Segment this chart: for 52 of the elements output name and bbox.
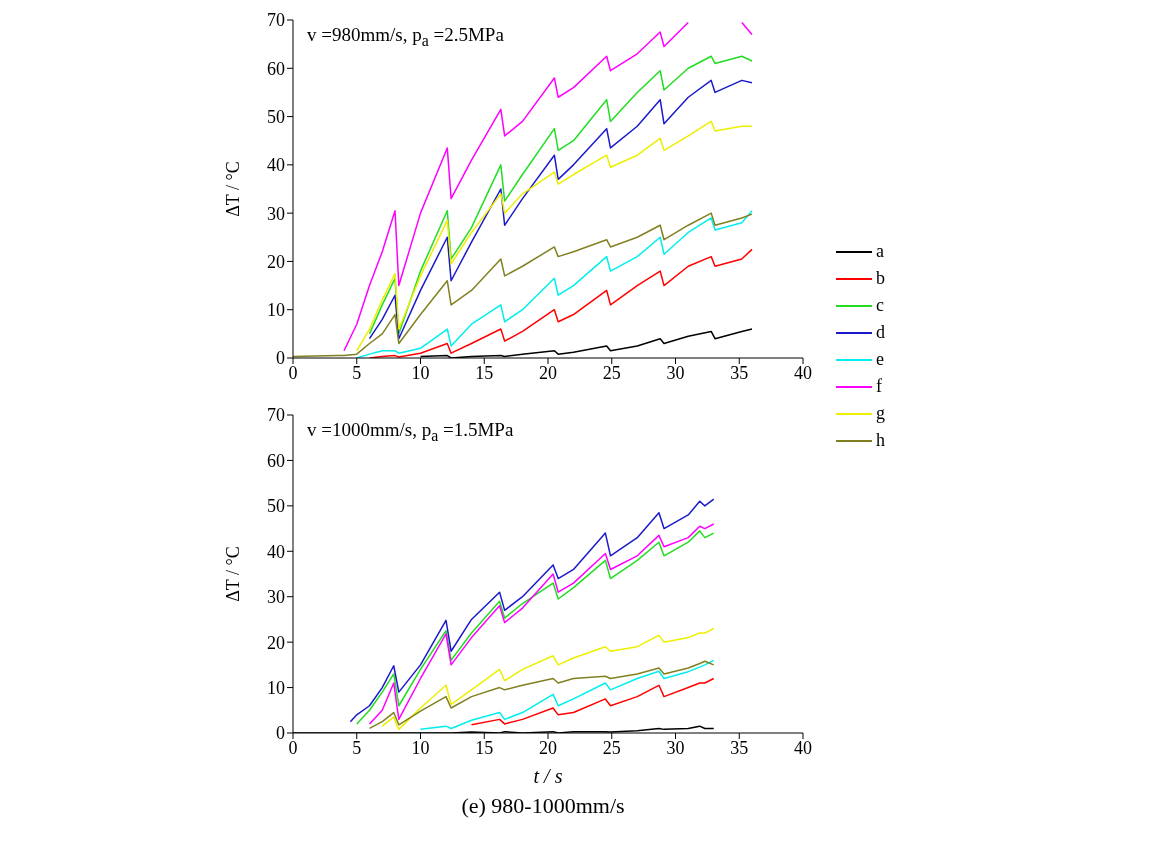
y-tick-label: 50: [267, 496, 285, 517]
y-tick-label: 30: [267, 203, 285, 224]
y-tick-label: 40: [267, 541, 285, 562]
x-tick-label: 40: [794, 737, 812, 758]
y-tick-label: 30: [267, 587, 285, 608]
y-tick-label: 70: [267, 10, 285, 31]
line-series: [419, 659, 715, 731]
y-tick-label: 70: [267, 405, 285, 426]
y-tick-label: 60: [267, 450, 285, 471]
x-tick-label: 10: [411, 362, 430, 383]
x-tick-label: 20: [539, 362, 557, 383]
y-axis-title: ΔT / °C: [223, 161, 244, 217]
legend-label: e: [876, 349, 884, 370]
x-tick-label: 35: [730, 362, 749, 383]
legend-label: d: [876, 322, 885, 343]
x-tick-label: 30: [666, 362, 685, 383]
text: (e) 980-1000mm/s: [460, 793, 626, 819]
y-tick-label: 20: [267, 632, 285, 653]
x-tick-label: 25: [602, 362, 621, 383]
annotation: v =1000mm/s, p$_{a}$ =1.5MPa: [307, 419, 514, 445]
x-tick-label: 10: [411, 737, 430, 758]
legend-label: g: [876, 403, 885, 424]
x-tick-label: 35: [730, 737, 749, 758]
legend-label: h: [876, 430, 885, 451]
y-tick-label: 40: [267, 155, 285, 176]
line-series: [349, 498, 715, 723]
y-tick-label: 60: [267, 58, 285, 79]
x-axis-title: t / s: [533, 765, 563, 787]
y-axis-title: ΔT / °C: [223, 546, 244, 602]
y-tick-label: 10: [267, 300, 285, 321]
line-series: [356, 120, 753, 352]
y-tick-label: 0: [276, 723, 285, 744]
x-tick-label: 5: [352, 362, 362, 383]
y-tick-label: 50: [267, 106, 285, 127]
x-tick-label: 5: [352, 737, 362, 758]
y-tick-label: 0: [276, 348, 285, 369]
annotation: v =980mm/s, p$_{a}$ =2.5MPa: [307, 24, 504, 50]
line-series: [368, 660, 715, 730]
legend-label: f: [876, 376, 882, 397]
line-series: [381, 627, 715, 731]
line-series: [470, 677, 715, 726]
x-tick-label: 30: [666, 737, 685, 758]
legend-label: a: [876, 241, 884, 262]
legend-label: b: [876, 268, 885, 289]
x-tick-label: 40: [794, 362, 812, 383]
x-tick-label: 15: [475, 737, 494, 758]
x-tick-label: 15: [475, 362, 494, 383]
y-tick-label: 20: [267, 251, 285, 272]
legend-label: c: [876, 295, 884, 316]
x-tick-label: 20: [539, 737, 557, 758]
y-tick-label: 10: [267, 677, 285, 698]
x-tick-label: 25: [602, 737, 621, 758]
